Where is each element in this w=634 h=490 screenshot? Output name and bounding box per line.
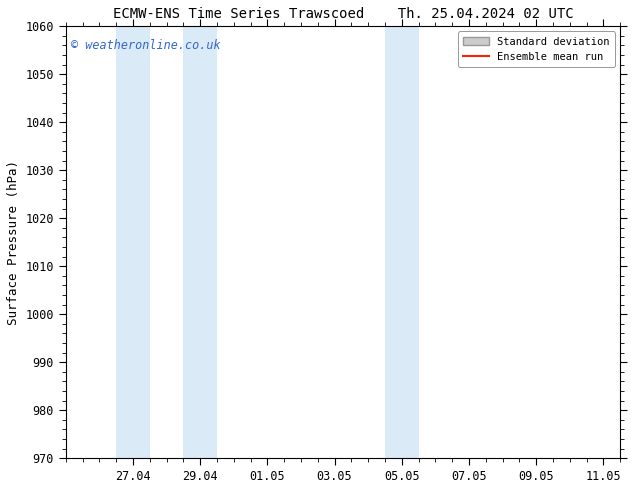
Bar	[183, 26, 217, 458]
Bar	[385, 26, 402, 458]
Title: ECMW-ENS Time Series Trawscoed    Th. 25.04.2024 02 UTC: ECMW-ENS Time Series Trawscoed Th. 25.04…	[113, 7, 573, 21]
Bar	[116, 26, 150, 458]
Bar	[402, 26, 418, 458]
Legend: Standard deviation, Ensemble mean run: Standard deviation, Ensemble mean run	[458, 31, 615, 67]
Text: © weatheronline.co.uk: © weatheronline.co.uk	[72, 39, 221, 52]
Y-axis label: Surface Pressure (hPa): Surface Pressure (hPa)	[7, 160, 20, 325]
